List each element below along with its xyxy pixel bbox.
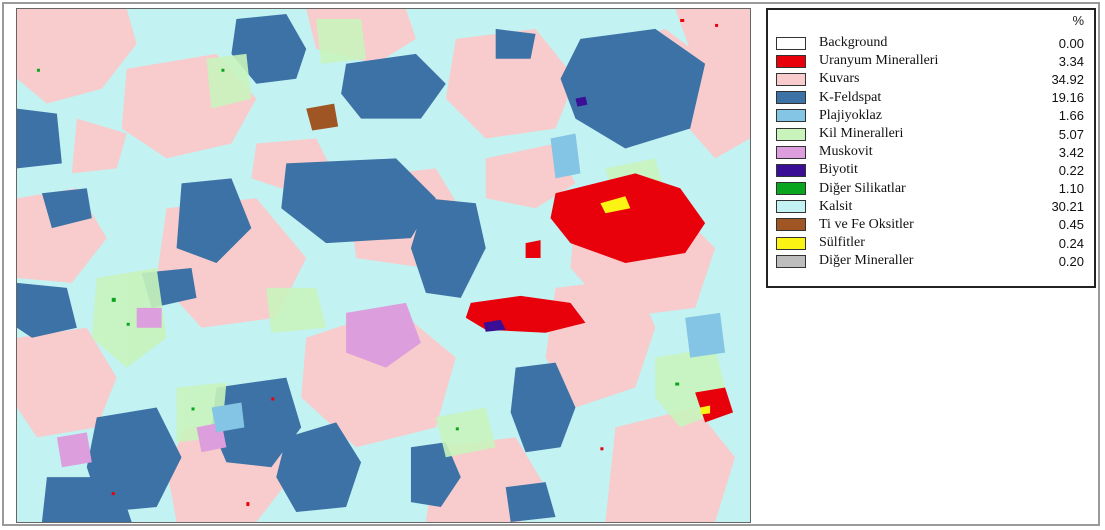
legend-item: Diğer Mineraller 0.20	[776, 252, 1084, 270]
legend-value: 34.92	[1051, 71, 1084, 87]
legend-label: Biyotit	[819, 162, 858, 178]
legend-swatch	[776, 36, 806, 50]
legend-item: Background 0.00	[776, 34, 1084, 52]
legend-label: Diğer Silikatlar	[819, 180, 906, 196]
legend-label: Plajiyoklaz	[819, 107, 882, 123]
legend-swatch	[776, 200, 806, 214]
legend-label: Diğer Mineraller	[819, 253, 914, 269]
legend-label: Muskovit	[819, 144, 873, 160]
legend-swatch	[776, 163, 806, 177]
legend-swatch	[776, 218, 806, 232]
legend-swatch	[776, 91, 806, 105]
legend-value: 1.10	[1058, 181, 1084, 197]
legend-label: Kuvars	[819, 71, 860, 87]
legend-value: 3.34	[1058, 53, 1084, 69]
legend-swatch	[776, 54, 806, 68]
legend-value: 5.07	[1058, 126, 1084, 142]
legend: % Background 0.00 Uranyum Mineralleri 3.34…	[766, 8, 1096, 288]
legend-item: Biyotit 0.22	[776, 161, 1084, 179]
legend-swatch	[776, 254, 806, 268]
legend-label: K-Feldspat	[819, 89, 882, 105]
legend-item: Uranyum Mineralleri 3.34	[776, 52, 1084, 70]
legend-value: 3.42	[1058, 144, 1084, 160]
legend-label: Uranyum Mineralleri	[819, 53, 939, 69]
legend-value: 0.00	[1058, 35, 1084, 51]
legend-value: 0.45	[1058, 217, 1084, 233]
mineral-map-image	[17, 9, 750, 522]
legend-value: 0.24	[1058, 235, 1084, 251]
legend-swatch	[776, 72, 806, 86]
legend-label: Kalsit	[819, 198, 853, 214]
legend-label: Ti ve Fe Oksitler	[819, 216, 914, 232]
legend-swatch	[776, 127, 806, 141]
legend-item: K-Feldspat 19.16	[776, 89, 1084, 107]
legend-label: Background	[819, 35, 888, 51]
legend-item: Kalsit 30.21	[776, 198, 1084, 216]
legend-item: Sülfitler 0.24	[776, 234, 1084, 252]
legend-item: Kil Mineralleri 5.07	[776, 125, 1084, 143]
legend-item: Muskovit 3.42	[776, 143, 1084, 161]
legend-swatch	[776, 182, 806, 196]
legend-swatch	[776, 236, 806, 250]
legend-value: 0.20	[1058, 253, 1084, 269]
legend-swatch	[776, 109, 806, 123]
legend-value: 30.21	[1051, 199, 1084, 215]
legend-item: Kuvars 34.92	[776, 70, 1084, 88]
legend-item: Plajiyoklaz 1.66	[776, 107, 1084, 125]
mineral-map	[16, 8, 751, 523]
legend-value: 0.22	[1058, 162, 1084, 178]
legend-item: Diğer Silikatlar 1.10	[776, 180, 1084, 198]
percent-header: %	[1072, 13, 1084, 28]
legend-label: Kil Mineralleri	[819, 126, 904, 142]
legend-item: Ti ve Fe Oksitler 0.45	[776, 216, 1084, 234]
legend-label: Sülfitler	[819, 235, 865, 251]
legend-value: 19.16	[1051, 90, 1084, 106]
legend-value: 1.66	[1058, 108, 1084, 124]
legend-list: Background 0.00 Uranyum Mineralleri 3.34 K…	[776, 34, 1084, 270]
legend-swatch	[776, 145, 806, 159]
